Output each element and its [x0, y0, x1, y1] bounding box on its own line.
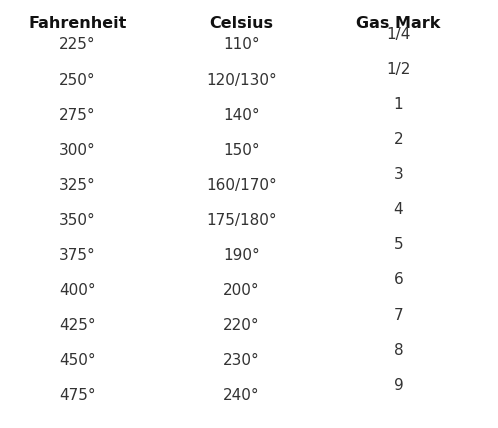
- Text: 350°: 350°: [59, 213, 96, 228]
- Text: 1: 1: [393, 97, 403, 112]
- Text: 140°: 140°: [223, 107, 260, 123]
- Text: 3: 3: [393, 167, 403, 182]
- Text: 230°: 230°: [223, 353, 260, 369]
- Text: 475°: 475°: [59, 388, 96, 404]
- Text: Celsius: Celsius: [210, 16, 273, 31]
- Text: 110°: 110°: [223, 37, 260, 53]
- Text: 2: 2: [393, 132, 403, 147]
- Text: 9: 9: [393, 377, 403, 393]
- Text: 6: 6: [393, 272, 403, 288]
- Text: 325°: 325°: [59, 178, 96, 193]
- Text: 300°: 300°: [59, 143, 96, 158]
- Text: Fahrenheit: Fahrenheit: [28, 16, 126, 31]
- Text: 450°: 450°: [59, 353, 96, 369]
- Text: 240°: 240°: [223, 388, 260, 404]
- Text: 225°: 225°: [59, 37, 96, 53]
- Text: 150°: 150°: [223, 143, 260, 158]
- Text: 375°: 375°: [59, 248, 96, 263]
- Text: 8: 8: [393, 342, 403, 358]
- Text: 400°: 400°: [59, 283, 96, 298]
- Text: 220°: 220°: [223, 318, 260, 333]
- Text: 120/130°: 120/130°: [206, 72, 277, 88]
- Text: 5: 5: [393, 237, 403, 253]
- Text: 1/4: 1/4: [386, 27, 410, 42]
- Text: 275°: 275°: [59, 107, 96, 123]
- Text: 7: 7: [393, 307, 403, 323]
- Text: 175/180°: 175/180°: [206, 213, 277, 228]
- Text: 1/2: 1/2: [386, 62, 410, 77]
- Text: 425°: 425°: [59, 318, 96, 333]
- Text: 250°: 250°: [59, 72, 96, 88]
- Text: 4: 4: [393, 202, 403, 217]
- Text: 200°: 200°: [223, 283, 260, 298]
- Text: 190°: 190°: [223, 248, 260, 263]
- Text: 160/170°: 160/170°: [206, 178, 277, 193]
- Text: Gas Mark: Gas Mark: [356, 16, 441, 31]
